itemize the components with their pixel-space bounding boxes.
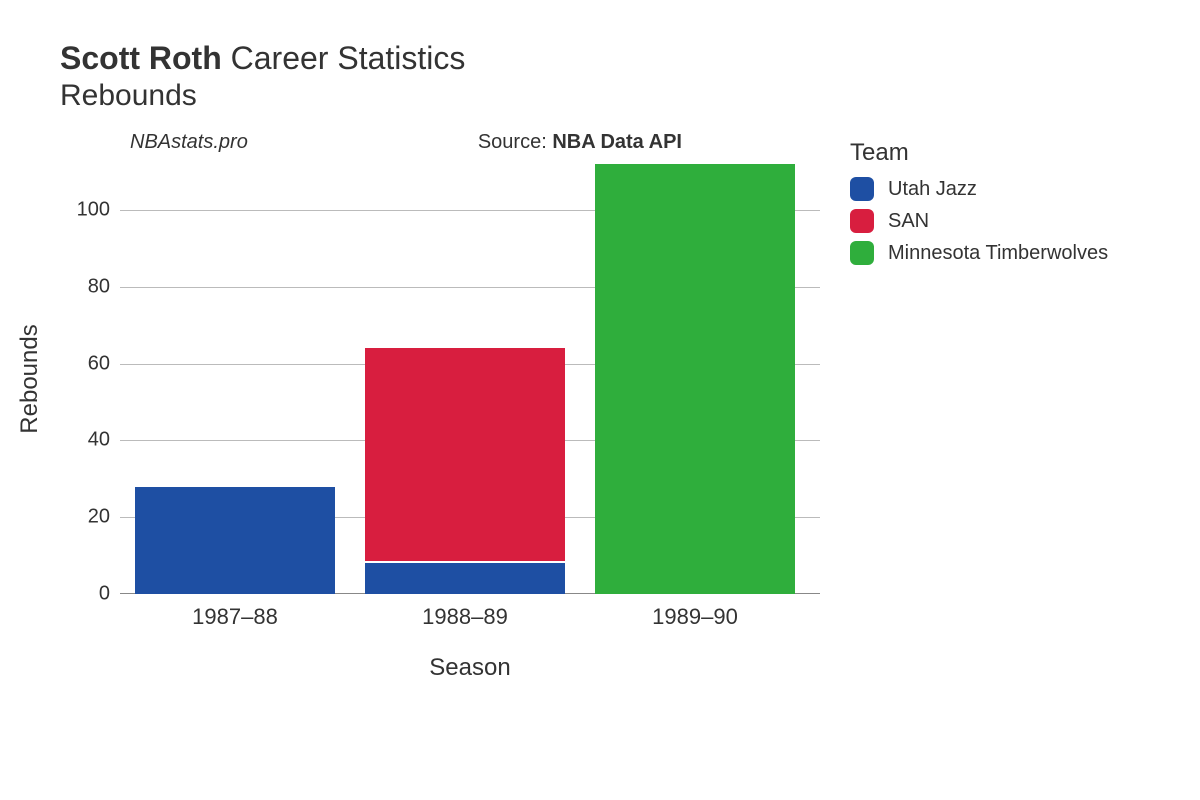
plot-area — [120, 164, 820, 594]
title-suffix: Career Statistics — [222, 40, 466, 76]
bar-segment — [365, 563, 565, 594]
legend-swatch — [850, 241, 874, 265]
legend-label: Utah Jazz — [888, 178, 977, 201]
legend-swatch — [850, 177, 874, 201]
bars-layer — [120, 164, 820, 594]
y-tick-label: 100 — [60, 199, 110, 222]
legend-items: Utah Jazz SAN Minnesota Timberwolves — [850, 177, 1108, 265]
legend-title: Team — [850, 139, 1108, 167]
title-player-name: Scott Roth — [60, 40, 222, 76]
y-tick-label: 60 — [60, 352, 110, 375]
bar-segment — [365, 348, 565, 563]
legend-item: Minnesota Timberwolves — [850, 241, 1108, 265]
bar-segment — [595, 164, 795, 594]
chart-subtitle: Rebounds — [60, 79, 1160, 113]
source-name: NBA Data API — [552, 131, 682, 153]
source-attribution: Source: NBA Data API — [478, 131, 682, 154]
legend-label: SAN — [888, 210, 929, 233]
bar-segment — [135, 487, 335, 595]
chart-title-block: Scott Roth Career Statistics Rebounds — [60, 40, 1160, 113]
career-stats-chart: Scott Roth Career Statistics Rebounds NB… — [60, 40, 1160, 164]
legend-label: Minnesota Timberwolves — [888, 242, 1108, 265]
legend-swatch — [850, 209, 874, 233]
y-tick-label: 80 — [60, 275, 110, 298]
y-tick-label: 0 — [60, 583, 110, 606]
source-prefix: Source: — [478, 131, 552, 153]
x-tick-label: 1989–90 — [595, 604, 795, 630]
x-tick-label: 1988–89 — [365, 604, 565, 630]
y-tick-label: 20 — [60, 506, 110, 529]
y-tick-label: 40 — [60, 429, 110, 452]
legend-item: Utah Jazz — [850, 177, 1108, 201]
chart-title: Scott Roth Career Statistics — [60, 40, 1160, 77]
legend: Team Utah Jazz SAN Minnesota Timberwolves — [850, 139, 1108, 273]
x-axis-label: Season — [120, 654, 820, 682]
y-axis-label: Rebounds — [16, 324, 44, 433]
site-watermark: NBAstats.pro — [130, 131, 248, 154]
x-tick-label: 1987–88 — [135, 604, 335, 630]
legend-item: SAN — [850, 209, 1108, 233]
